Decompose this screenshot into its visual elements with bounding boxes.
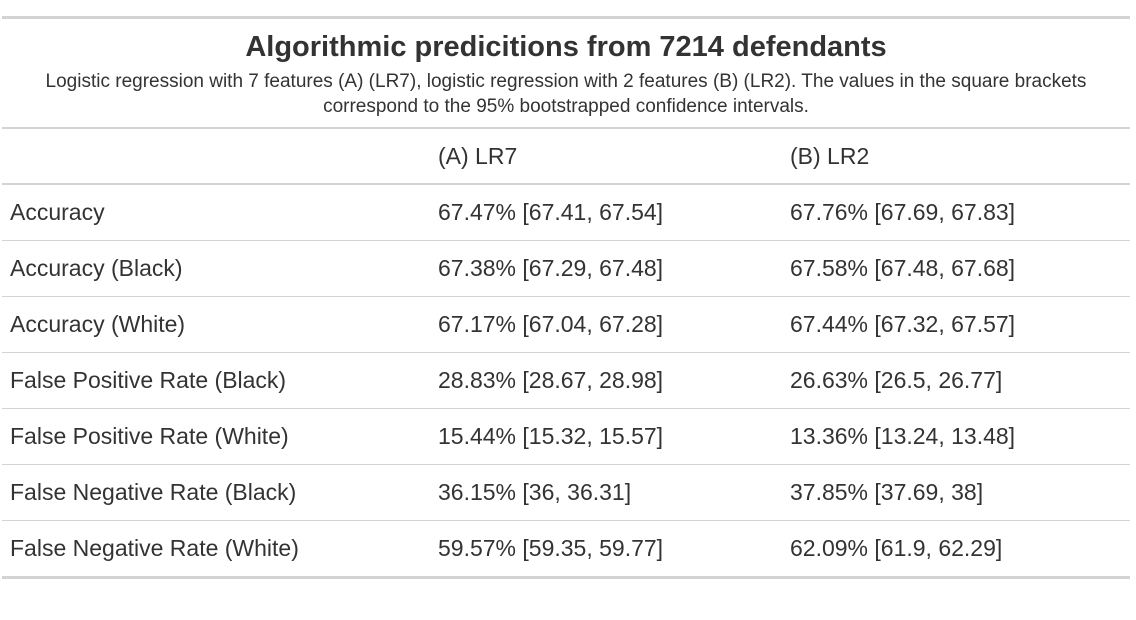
table-row: False Positive Rate (White) 15.44% [15.3…: [2, 408, 1130, 465]
table-row: False Positive Rate (Black) 28.83% [28.6…: [2, 352, 1130, 409]
table-row: False Negative Rate (Black) 36.15% [36, …: [2, 464, 1130, 521]
results-table: (A) LR7 (B) LR2 Accuracy 67.47% [67.41, …: [2, 129, 1130, 576]
metric-label: False Positive Rate (Black): [2, 352, 428, 409]
lr2-value: 37.85% [37.69, 38]: [780, 464, 1130, 521]
lr2-value: 67.76% [67.69, 67.83]: [780, 184, 1130, 241]
table-subtitle: Logistic regression with 7 features (A) …: [45, 71, 1087, 117]
table-row: Accuracy (White) 67.17% [67.04, 67.28] 6…: [2, 296, 1130, 353]
header-row: (A) LR7 (B) LR2: [2, 129, 1130, 185]
table-header: (A) LR7 (B) LR2: [2, 129, 1130, 185]
table-title: Algorithmic predicitions from 7214 defen…: [245, 31, 887, 63]
metric-label: Accuracy (Black): [2, 240, 428, 297]
lr7-value: 28.83% [28.67, 28.98]: [428, 352, 780, 409]
lr7-value: 67.47% [67.41, 67.54]: [428, 184, 780, 241]
column-header-lr7: (A) LR7: [428, 129, 780, 185]
metric-label: False Negative Rate (White): [10, 535, 299, 561]
lr7-value: 67.38% [67.29, 67.48]: [428, 240, 780, 297]
metric-label: False Positive Rate (White): [2, 408, 428, 465]
lr2-value: 67.44% [67.32, 67.57]: [780, 296, 1130, 353]
metric-label: Accuracy (White): [2, 296, 428, 353]
lr2-value: 67.58% [67.48, 67.68]: [780, 240, 1130, 297]
metric-label: Accuracy: [2, 184, 428, 241]
table-heading: Algorithmic predicitions from 7214 defen…: [2, 19, 1130, 129]
results-table-container: Algorithmic predicitions from 7214 defen…: [2, 16, 1130, 579]
lr7-value: 36.15% [36, 36.31]: [428, 464, 780, 521]
lr2-value: 26.63% [26.5, 26.77]: [780, 352, 1130, 409]
lr7-value: 15.44% [15.32, 15.57]: [428, 408, 780, 465]
column-header-metric: [2, 129, 428, 185]
table-row: False Negative Rate (White) 59.57% [59.3…: [2, 521, 1130, 577]
table-body: Accuracy 67.47% [67.41, 67.54] 67.76% [6…: [2, 184, 1130, 576]
lr2-value: 13.36% [13.24, 13.48]: [780, 408, 1130, 465]
lr7-value: 67.17% [67.04, 67.28]: [428, 296, 780, 353]
metric-label: False Negative Rate (Black): [2, 464, 428, 521]
lr7-value: 59.57% [59.35, 59.77]: [438, 535, 664, 561]
table-row: Accuracy 67.47% [67.41, 67.54] 67.76% [6…: [2, 184, 1130, 241]
lr2-value: 62.09% [61.9, 62.29]: [790, 535, 1003, 561]
column-header-lr2: (B) LR2: [780, 129, 1130, 185]
table-row: Accuracy (Black) 67.38% [67.29, 67.48] 6…: [2, 240, 1130, 297]
